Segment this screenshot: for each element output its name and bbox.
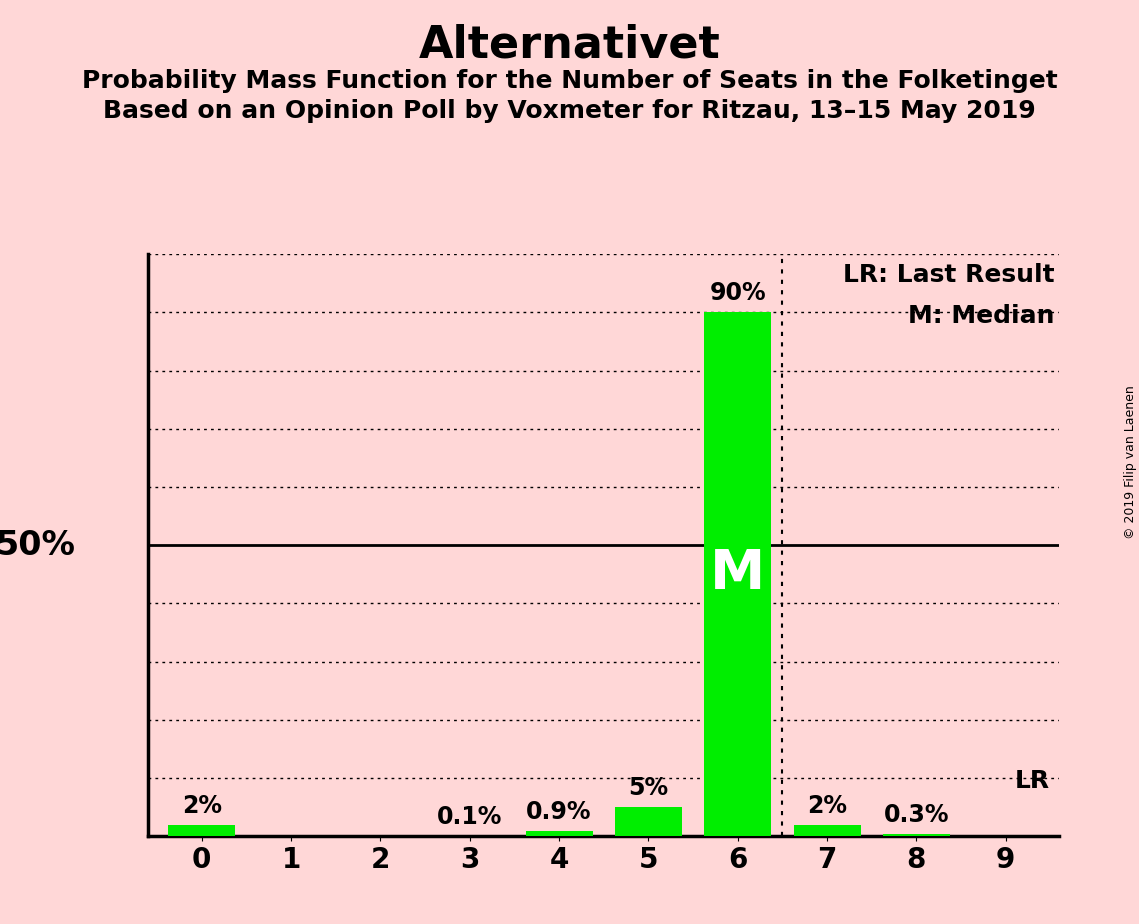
Bar [794,824,860,836]
Text: 50%: 50% [0,529,75,562]
Text: LR: Last Result: LR: Last Result [843,262,1055,286]
Text: Alternativet: Alternativet [419,23,720,67]
Bar [525,831,592,836]
Bar [169,824,235,836]
Bar [883,834,950,836]
Text: Probability Mass Function for the Number of Seats in the Folketinget: Probability Mass Function for the Number… [82,69,1057,93]
Bar [704,312,771,836]
Text: 0.3%: 0.3% [884,804,949,828]
Text: Based on an Opinion Poll by Voxmeter for Ritzau, 13–15 May 2019: Based on an Opinion Poll by Voxmeter for… [104,99,1035,123]
Text: © 2019 Filip van Laenen: © 2019 Filip van Laenen [1124,385,1137,539]
Text: 0.1%: 0.1% [437,805,502,829]
Text: 90%: 90% [710,281,767,305]
Bar [615,808,682,836]
Text: 5%: 5% [629,776,669,800]
Text: 2%: 2% [808,794,847,818]
Text: 2%: 2% [181,794,222,818]
Text: LR: LR [1015,769,1050,793]
Text: M: Median: M: Median [908,304,1055,328]
Text: M: M [710,547,765,602]
Text: 0.9%: 0.9% [526,800,592,824]
